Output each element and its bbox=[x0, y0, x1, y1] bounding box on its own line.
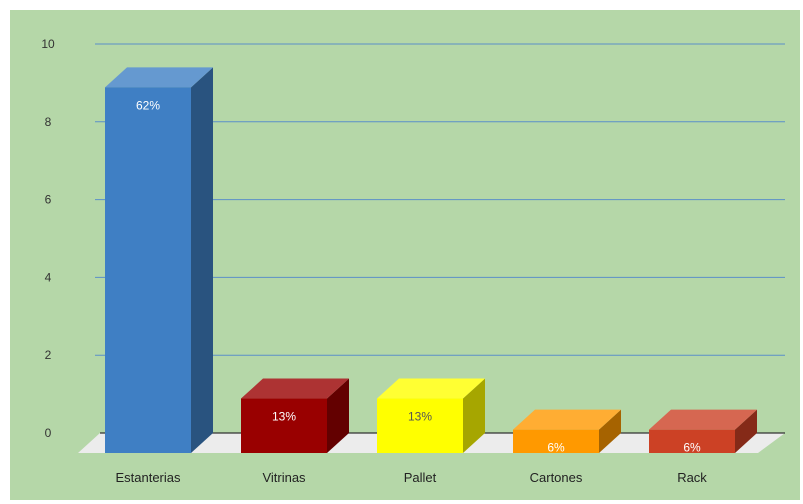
data-label: 62% bbox=[136, 98, 160, 112]
data-labels: 62% 13% 13% 6% 6% bbox=[136, 98, 701, 454]
bars bbox=[105, 67, 757, 453]
bar-top-face bbox=[105, 67, 213, 88]
bar-side-face bbox=[191, 67, 213, 453]
y-tick-label: 8 bbox=[45, 115, 52, 129]
bar-front-face bbox=[649, 429, 735, 453]
x-tick-label: Estanterias bbox=[115, 470, 181, 485]
y-tick-label: 0 bbox=[45, 426, 52, 440]
data-label: 6% bbox=[547, 441, 565, 455]
y-axis: 0 2 4 6 8 10 bbox=[41, 37, 55, 440]
bar-vitrinas bbox=[241, 378, 349, 453]
bar-top-face bbox=[241, 378, 349, 399]
x-tick-label: Cartones bbox=[530, 470, 583, 485]
x-axis: Estanterias Vitrinas Pallet Cartones Rack bbox=[115, 470, 707, 485]
bar-front-face bbox=[105, 87, 191, 453]
y-tick-label: 10 bbox=[41, 37, 55, 51]
bar-front-face bbox=[513, 429, 599, 453]
bar-front-face bbox=[241, 398, 327, 453]
bar-side-face bbox=[599, 409, 621, 453]
bar-side-face bbox=[327, 378, 349, 453]
bar-side-face bbox=[735, 409, 757, 453]
y-tick-label: 6 bbox=[45, 193, 52, 207]
x-tick-label: Vitrinas bbox=[262, 470, 306, 485]
bar-top-face bbox=[649, 409, 757, 430]
bar-top-face bbox=[513, 409, 621, 430]
bar-estanterias bbox=[105, 67, 213, 453]
chart-panel: 0 2 4 6 8 10 62% 13% 13% 6% 6% Estanterias Vitrina… bbox=[10, 10, 800, 500]
bar-front-face bbox=[377, 398, 463, 453]
y-tick-label: 2 bbox=[45, 348, 52, 362]
bar-cartones bbox=[513, 409, 621, 453]
bar-pallet bbox=[377, 378, 485, 453]
data-label: 13% bbox=[272, 410, 296, 424]
bar-top-face bbox=[377, 378, 485, 399]
y-tick-label: 4 bbox=[45, 270, 52, 284]
data-label: 6% bbox=[683, 441, 701, 455]
x-tick-label: Pallet bbox=[404, 470, 437, 485]
data-label: 13% bbox=[408, 410, 432, 424]
bar-rack bbox=[649, 409, 757, 453]
bar-chart: 0 2 4 6 8 10 62% 13% 13% 6% 6% Estanterias Vitrina… bbox=[41, 37, 785, 485]
bar-side-face bbox=[463, 378, 485, 453]
x-tick-label: Rack bbox=[677, 470, 707, 485]
